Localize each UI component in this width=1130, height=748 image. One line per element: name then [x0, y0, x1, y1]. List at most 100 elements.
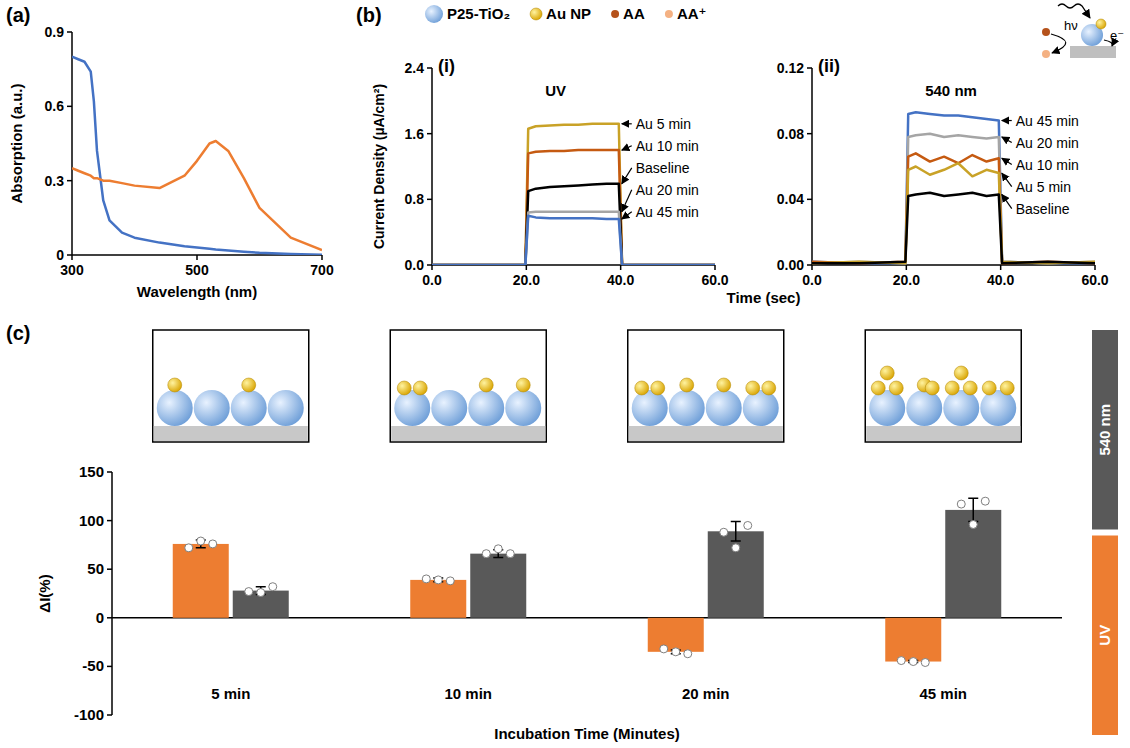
error-bar [731, 522, 741, 541]
series-line [812, 112, 1095, 263]
series-line [72, 141, 322, 250]
series-line [812, 193, 1095, 264]
inset-au [746, 381, 760, 395]
y-axis [431, 68, 433, 265]
y-tick [107, 666, 112, 668]
x-tick [431, 265, 433, 270]
inset-substrate [629, 426, 783, 441]
inset-frame [865, 330, 1021, 442]
annotation-arrow [1002, 173, 1012, 186]
y-tick [807, 199, 812, 201]
inset-au [516, 378, 530, 392]
line-chart-1: 0.00.81.62.40.020.040.060.0Au 5 minAu 10… [405, 60, 729, 288]
inset-au [762, 381, 776, 395]
x-tick [1000, 265, 1002, 270]
series-line [432, 216, 715, 265]
series-annotation: Au 10 min [636, 138, 699, 154]
inset-au [680, 378, 694, 392]
annotation-arrow [1002, 137, 1012, 143]
x-tick [714, 265, 716, 270]
plot-area [173, 497, 1002, 666]
legend-label: P25-TiO₂ [447, 5, 510, 22]
legend-label: AA⁺ [677, 5, 707, 22]
scheme-label: hν [1064, 18, 1078, 33]
legend-label: AA [623, 5, 645, 22]
replicate-point [957, 500, 965, 508]
series-line [432, 150, 715, 265]
x-axis-title: Time (sec) [727, 289, 801, 306]
bar [410, 580, 466, 618]
x-tick [196, 255, 198, 260]
replicate-point [257, 589, 265, 597]
x-tick [321, 255, 323, 260]
bar [648, 618, 704, 652]
x-tick [906, 265, 908, 270]
x-tick-label: 700 [310, 262, 334, 278]
y-axis [111, 472, 113, 715]
subpanel-subtitle: UV [545, 82, 566, 99]
subpanel-title: (i) [438, 56, 455, 76]
inset-au [413, 381, 427, 395]
inset-au [479, 378, 493, 392]
bar [470, 554, 526, 618]
y-tick [107, 568, 112, 570]
replicate-point [209, 540, 217, 548]
replicate-point [921, 659, 929, 667]
series-line [812, 153, 1095, 263]
plot-area [812, 112, 1095, 263]
inset-sphere [431, 390, 467, 426]
panel-letter: (b) [356, 4, 382, 26]
annotation-arrow [1002, 194, 1012, 208]
inset-sphere [231, 390, 267, 426]
inset-sphere [743, 390, 779, 426]
x-tick-label: 0.0 [422, 272, 442, 288]
inset-au [397, 381, 411, 395]
y-tick-label: 0.04 [777, 191, 804, 207]
x-axis-title: Incubation Time (Minutes) [494, 725, 680, 742]
inset-sphere [869, 390, 905, 426]
inset-au [168, 378, 182, 392]
category-label: 20 min [682, 685, 730, 702]
series-annotation: Baseline [1016, 201, 1070, 217]
y-tick-label: 0 [96, 609, 104, 626]
annotation-arrow [1002, 158, 1012, 164]
x-tick-label: 20.0 [513, 272, 540, 288]
x-tick [1094, 265, 1096, 270]
legend-swatch [1092, 330, 1118, 530]
x-tick-label: 500 [185, 262, 209, 278]
line-chart-2: 0.000.040.080.120.020.040.060.0Au 45 min… [777, 60, 1109, 288]
y-tick [67, 106, 72, 108]
inset-cartoon [390, 330, 546, 442]
bar [173, 544, 229, 618]
y-tick [807, 67, 812, 69]
x-tick-label: 40.0 [987, 272, 1014, 288]
series-line [72, 57, 322, 255]
x-tick [71, 255, 73, 260]
inset-sphere [943, 390, 979, 426]
legend-icon [665, 10, 673, 18]
x-tick [620, 265, 622, 270]
y-axis-title: Current Density (µA/cm²) [371, 84, 387, 249]
inset-sphere [706, 390, 742, 426]
panel-letter: (a) [6, 4, 30, 26]
replicate-point [684, 650, 692, 658]
y-tick [67, 180, 72, 182]
replicate-point [732, 544, 740, 552]
inset-frame [390, 330, 546, 442]
y-tick [427, 133, 432, 135]
y-tick-label: 0 [56, 247, 64, 263]
replicate-point [185, 544, 193, 552]
replicate-point [660, 645, 668, 653]
panel-letter: (c) [6, 322, 30, 344]
annotation-arrow [622, 146, 632, 150]
bar [708, 531, 764, 618]
replicate-point [446, 577, 454, 585]
inset-au [954, 366, 968, 380]
inset-au [871, 381, 885, 395]
inset-au [889, 381, 903, 395]
legend-label: Au NP [546, 5, 591, 22]
series-annotation: Au 5 min [1016, 179, 1071, 195]
y-tick-label: 150 [79, 463, 104, 480]
y-tick-label: 50 [87, 560, 104, 577]
annotation-arrow [622, 168, 632, 184]
